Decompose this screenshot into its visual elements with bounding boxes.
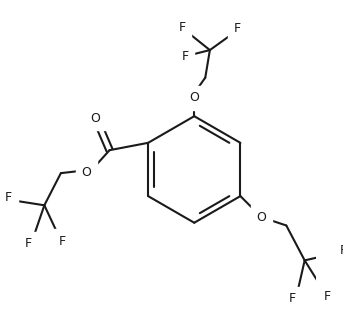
Text: F: F [289, 292, 296, 305]
Text: O: O [189, 91, 199, 104]
Text: F: F [5, 191, 12, 204]
Text: O: O [257, 211, 267, 224]
Text: F: F [181, 50, 189, 63]
Text: F: F [25, 237, 32, 250]
Text: F: F [59, 234, 66, 248]
Text: O: O [90, 112, 100, 125]
Text: O: O [82, 166, 92, 179]
Text: F: F [324, 290, 331, 303]
Text: F: F [340, 244, 343, 257]
Text: F: F [179, 21, 186, 34]
Text: F: F [234, 23, 241, 35]
